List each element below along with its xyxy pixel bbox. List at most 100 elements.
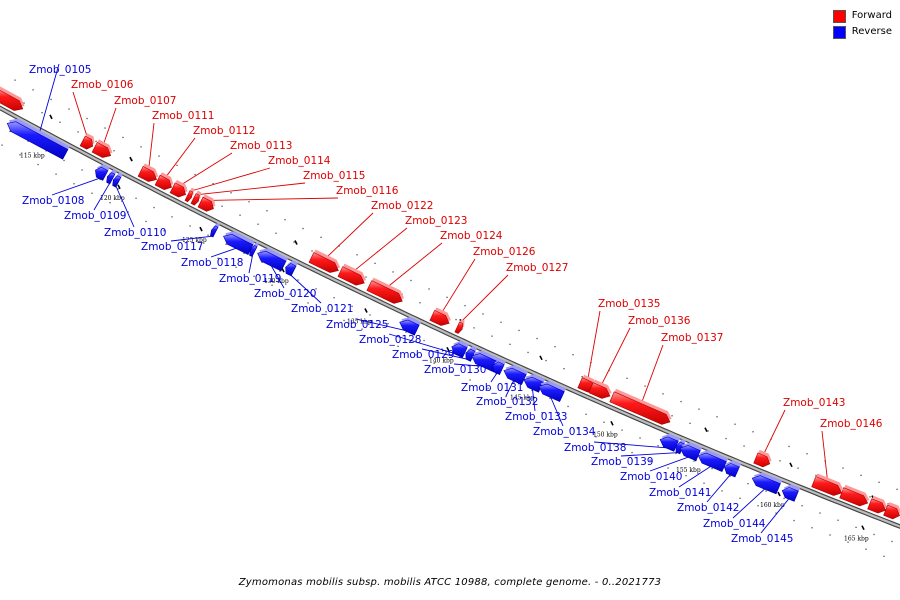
gene-label: Zmob_0139 [591,456,653,468]
gene-Zmob_0114 [184,187,195,203]
grid-dot [613,444,615,446]
grid-dot [297,279,299,281]
grid-dot [351,305,353,307]
grid-dot [81,169,83,171]
leader-line-Zmob_0137 [640,344,664,405]
gene-label: Zmob_0144 [703,518,766,530]
scale-tick [446,346,450,352]
grid-dot [217,257,219,259]
grid-dot [585,413,587,415]
scale-tick [789,462,793,468]
scale-tick [704,427,708,433]
grid-dot [657,445,659,447]
grid-dot [865,548,867,550]
grid-dot [379,337,381,339]
grid-dot [752,431,754,433]
gene-label: Zmob_0110 [104,227,166,239]
leader-line-Zmob_0124 [385,242,443,289]
gene-label: Zmob_0142 [677,502,739,514]
grid-dot [27,140,29,142]
scale-tick [861,525,865,531]
grid-dot [725,437,727,440]
gene-Zmob_0132 [503,365,528,385]
gene-label: Zmob_0105 [29,64,91,76]
gene-label: Zmob_0132 [476,396,538,408]
grid-dot [581,376,583,378]
leader-line-Zmob_0146 [821,430,829,483]
grid-dot [423,339,425,342]
grid-dot [279,270,281,272]
gene-Zmob_0120 [257,248,288,272]
gene-Zmob_0134 [538,381,566,402]
gene-body [781,487,799,502]
grid-dot [703,482,705,484]
leader-line-Zmob_0127 [459,274,509,324]
grid-dot [163,230,165,232]
grid-dot [707,430,709,432]
grid-dot [441,348,443,350]
leader-line-Zmob_0125 [355,318,409,332]
gene-label: Zmob_0136 [628,315,691,327]
gene-Zmob_0113 [169,179,188,198]
leader-line-Zmob_0133 [531,388,536,412]
grid-dot [257,223,259,225]
grid-dot [32,89,34,91]
grid-dot [235,266,237,268]
gene-extra [839,484,870,507]
grid-dot [806,453,808,455]
gene-body [112,175,122,188]
gene-label: Zmob_0111 [152,110,214,122]
leader-line-Zmob_0140 [649,456,690,472]
grid-dot [747,483,749,485]
gene-label: Zmob_0115 [303,170,365,182]
gene-Zmob_0145 [781,484,801,502]
grid-dot [891,540,893,543]
grid-dot [500,321,502,323]
gene-body [6,121,69,160]
gene-body [451,343,468,358]
gene-body [366,280,403,304]
gene-body [723,463,740,478]
gene-body [609,391,671,425]
grid-dot [536,337,538,340]
grid-dot [77,131,79,133]
grid-dot [311,250,313,252]
grid-dot [783,497,785,500]
grid-dot [896,488,898,490]
gene-Zmob_0146 [811,473,844,496]
grid-dot [284,219,286,221]
gene-label: Zmob_0138 [564,442,626,454]
grid-dot [685,475,687,477]
leader-line-Zmob_0132 [505,379,515,397]
grid-dot [721,490,723,492]
grid-dot [788,445,790,448]
gene-body [429,310,450,326]
grid-dot [171,216,173,218]
grid-dot [59,121,61,123]
gene-Zmob_0143 [753,449,772,468]
scale-tick [129,156,133,162]
gene-label: Zmob_0112 [193,125,255,137]
grid-dot [239,214,241,216]
scale-tick [49,114,53,120]
grid-dot [397,345,399,347]
legend-forward: Forward [832,8,892,24]
gene-Zmob_0131 [492,358,506,375]
grid-dot [140,146,142,148]
grid-dot [464,305,466,307]
gene-label: Zmob_0120 [254,288,316,300]
grid-dot [266,210,268,212]
gene-label: Zmob_0135 [598,298,660,310]
leader-line-Zmob_0143 [762,409,786,457]
gene-label: Zmob_0114 [268,155,331,167]
scale-tick [294,240,298,245]
gene-body [538,383,565,402]
scale-tick [364,308,368,313]
leader-line-Zmob_0144 [732,488,766,519]
scale-tick-label: 120 kbp [100,195,125,202]
genome-axis [0,105,900,529]
gene-Zmob_0140 [679,442,702,462]
gene-body [285,263,297,277]
gene-body [753,452,771,468]
grid-dot [847,541,849,543]
